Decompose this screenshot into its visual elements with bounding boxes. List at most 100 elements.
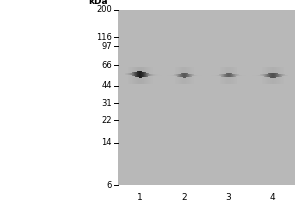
Bar [178,67,179,84]
Bar [186,73,187,77]
Bar [191,67,192,84]
Bar [235,67,236,84]
Bar [189,74,190,77]
Bar [232,74,233,77]
Bar [153,74,154,76]
Bar [206,75,207,76]
Bar [232,67,233,84]
Bar [226,67,227,84]
Bar [198,75,199,76]
Bar [136,71,137,77]
Bar [247,75,248,76]
Bar [129,73,130,75]
Bar [130,73,131,75]
Bar [182,73,183,77]
Bar [146,73,147,77]
Bar [246,75,247,76]
Text: 66: 66 [101,61,112,70]
Bar [202,75,203,76]
Bar [128,73,129,75]
Bar [228,73,229,77]
Bar [145,72,146,77]
Bar [136,67,137,84]
Bar [179,67,180,84]
Bar [138,71,139,77]
Bar [265,67,266,84]
Bar [184,67,185,84]
Bar [216,75,217,76]
Bar [270,67,271,84]
Bar [193,67,194,84]
Bar [158,74,159,76]
Bar [264,74,265,77]
Bar [126,73,127,75]
Bar [195,75,196,76]
Text: 31: 31 [101,99,112,108]
Bar [211,75,212,76]
Bar [226,73,227,77]
Bar [280,67,281,84]
Bar [142,72,143,77]
Bar [268,67,269,84]
Bar [136,72,137,77]
Bar [244,75,245,76]
Bar [135,67,136,84]
Bar [283,67,284,84]
Bar [155,74,156,76]
Bar [278,74,279,77]
Bar [148,73,149,76]
Bar [267,67,268,84]
Bar [235,74,236,77]
Bar [266,74,267,77]
Bar [270,73,271,78]
Bar [220,67,221,84]
Bar [266,67,267,84]
Bar [263,74,264,76]
Bar [170,75,171,76]
Bar [264,67,265,84]
Bar [133,72,134,76]
Bar [249,75,250,76]
Bar [234,74,235,77]
Text: 4: 4 [270,193,276,200]
Bar [225,67,226,84]
Bar [212,75,213,76]
Bar [281,67,282,84]
Bar [287,75,288,76]
Bar [278,67,279,84]
Bar [213,75,214,76]
Bar [239,75,240,76]
Bar [178,74,179,77]
Bar [191,74,192,76]
Bar [132,72,133,76]
Bar [159,74,160,76]
Bar [143,72,144,77]
Bar [161,75,162,76]
Bar [201,75,202,76]
Bar [205,75,206,76]
Bar [140,67,141,84]
Bar [219,74,220,76]
Bar [230,67,231,84]
Bar [259,75,260,76]
Bar [273,67,274,84]
Bar [284,74,285,76]
Bar [150,67,151,84]
Bar [256,75,257,76]
Bar [227,73,228,77]
Bar [232,67,233,84]
Bar [221,74,222,77]
Bar [144,72,145,77]
Bar [232,74,233,77]
Bar [180,67,181,84]
Bar [171,75,172,76]
Bar [149,67,150,84]
Bar [269,67,270,84]
Bar [169,75,170,76]
Bar [179,74,180,77]
Bar [200,75,201,76]
Bar [190,67,191,84]
Bar [165,75,166,76]
Bar [156,74,157,76]
Bar [231,67,232,84]
